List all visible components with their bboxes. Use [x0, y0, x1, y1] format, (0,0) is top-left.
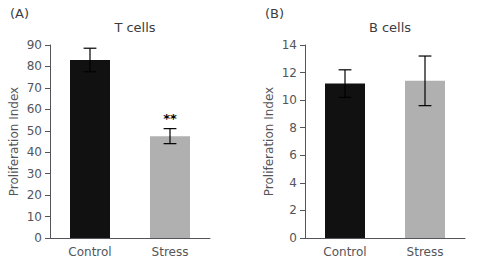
svg-text:**: **	[163, 111, 177, 126]
svg-text:(A): (A)	[10, 6, 29, 21]
svg-text:Control: Control	[323, 245, 366, 259]
svg-text:(B): (B)	[265, 6, 284, 21]
svg-text:4: 4	[289, 176, 297, 190]
svg-text:50: 50	[27, 124, 42, 138]
svg-text:30: 30	[27, 167, 42, 181]
svg-text:60: 60	[27, 102, 42, 116]
svg-text:Proliferation Index: Proliferation Index	[7, 87, 21, 196]
svg-text:80: 80	[27, 59, 42, 73]
svg-text:B cells: B cells	[369, 20, 411, 35]
svg-text:14: 14	[282, 38, 297, 52]
svg-text:Stress: Stress	[407, 245, 444, 259]
svg-text:Proliferation Index: Proliferation Index	[262, 87, 276, 196]
svg-text:6: 6	[289, 148, 297, 162]
svg-text:0: 0	[34, 231, 42, 245]
svg-text:Stress: Stress	[152, 245, 189, 259]
svg-text:8: 8	[289, 121, 297, 135]
svg-text:Control: Control	[68, 245, 111, 259]
svg-text:12: 12	[282, 66, 297, 80]
svg-text:2: 2	[289, 203, 297, 217]
svg-text:90: 90	[27, 38, 42, 52]
svg-text:70: 70	[27, 81, 42, 95]
svg-text:10: 10	[282, 93, 297, 107]
svg-text:10: 10	[27, 210, 42, 224]
svg-text:40: 40	[27, 145, 42, 159]
svg-text:T cells: T cells	[113, 20, 155, 35]
svg-text:20: 20	[27, 188, 42, 202]
svg-text:0: 0	[289, 231, 297, 245]
